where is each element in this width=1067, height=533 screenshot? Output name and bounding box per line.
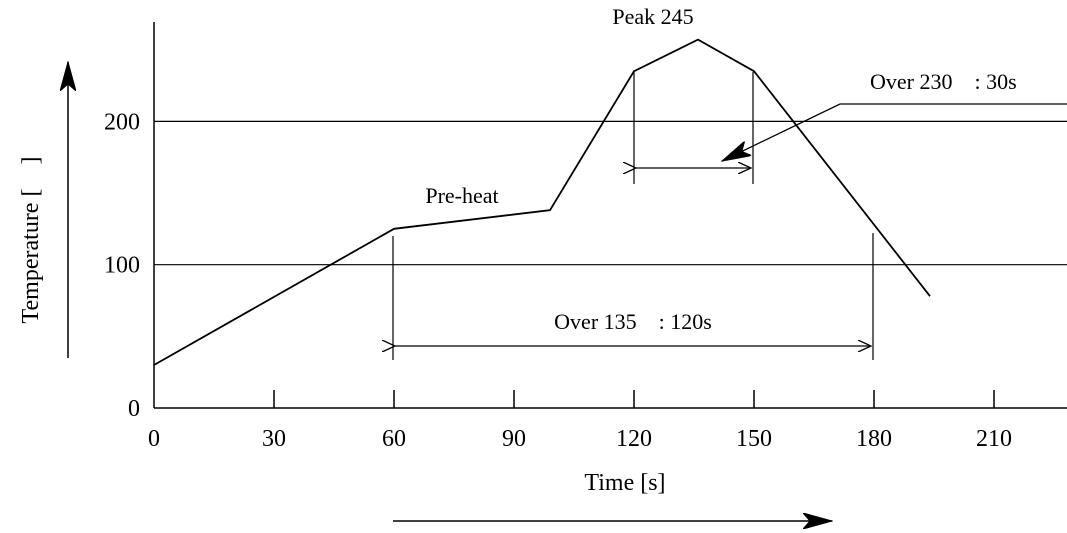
over230-leader-line: [722, 103, 1067, 161]
peak-label: Peak 245: [612, 4, 693, 29]
preheat-label: Pre-heat: [425, 183, 498, 208]
y-axis-title: Temperature [ ]: [18, 157, 44, 324]
x-tick-label-60: 60: [382, 426, 406, 452]
gridlines: [154, 120, 1067, 266]
temperature-profile-line: [153, 38, 931, 366]
x-tick-label-120: 120: [616, 426, 652, 452]
y-tick-label-200: 200: [104, 109, 140, 135]
x-tick-label-30: 30: [262, 426, 286, 452]
y-tick-label-0: 0: [128, 396, 140, 422]
x-tick-label-0: 0: [148, 426, 160, 452]
x-tick-label-180: 180: [856, 426, 892, 452]
y-tick-label-100: 100: [104, 253, 140, 279]
over230-label: Over 230 : 30s: [870, 69, 1017, 94]
x-ticks: 0 30 60 90 120 150 180 210: [148, 390, 1012, 452]
y-ticks: 0 100 200: [104, 109, 140, 422]
over135-label: Over 135 : 120s: [554, 309, 712, 334]
x-tick-label-210: 210: [976, 426, 1012, 452]
x-axis-title: Time [s]: [584, 470, 665, 496]
x-tick-label-150: 150: [736, 426, 772, 452]
x-tick-label-90: 90: [502, 426, 526, 452]
